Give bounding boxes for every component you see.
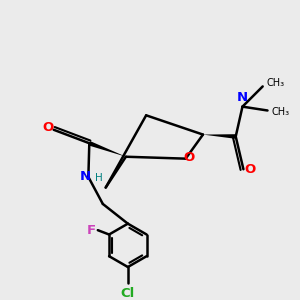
Polygon shape xyxy=(203,134,236,139)
Text: CH₃: CH₃ xyxy=(266,78,284,88)
Text: O: O xyxy=(244,163,255,176)
Text: N: N xyxy=(237,92,248,104)
Text: O: O xyxy=(43,121,54,134)
Text: H: H xyxy=(95,173,103,183)
Text: O: O xyxy=(184,151,195,164)
Text: N: N xyxy=(80,170,91,183)
Polygon shape xyxy=(88,141,126,157)
Text: CH₃: CH₃ xyxy=(272,107,290,117)
Text: Cl: Cl xyxy=(121,287,135,300)
Text: F: F xyxy=(86,224,95,237)
